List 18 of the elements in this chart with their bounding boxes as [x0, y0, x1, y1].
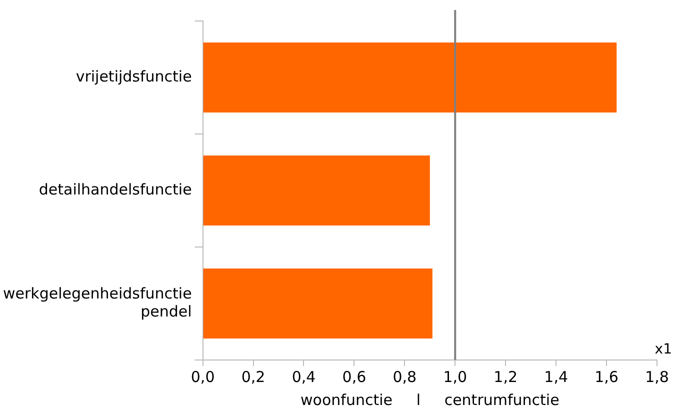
bar	[203, 42, 617, 113]
x-tick-label: 0,0	[190, 368, 215, 386]
annotation: x1	[654, 342, 672, 358]
bar	[203, 268, 432, 339]
x-tick-label: 1,0	[443, 368, 468, 386]
y-tick-label: werkgelegenheidsfunctie pendel	[3, 284, 192, 320]
x-tick-label: 0,4	[292, 368, 316, 386]
y-tick-label: vrijetijdsfunctie	[76, 67, 192, 86]
x-tick-label: 0,8	[392, 368, 417, 386]
x-tick-label: 1,2	[494, 368, 518, 386]
x-tick-label: 1,4	[544, 368, 568, 386]
x-tick-label: 0,2	[241, 368, 266, 386]
x-axis-title: woonfunctie l centrumfunctie	[300, 390, 560, 409]
x-tick-label: 1,8	[645, 368, 669, 386]
x-tick-label: 1,6	[594, 368, 618, 386]
y-tick-label: detailhandelsfunctie	[38, 180, 192, 198]
x-tick-label: 0,6	[342, 368, 366, 386]
bar	[203, 155, 430, 226]
